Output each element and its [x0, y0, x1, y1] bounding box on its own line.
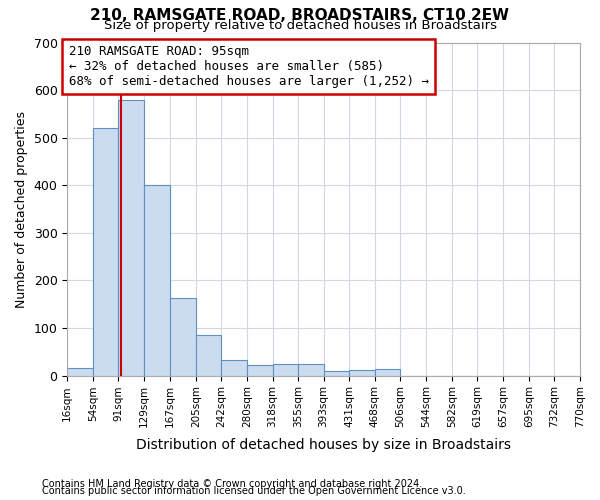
Bar — [170, 298, 196, 376]
Y-axis label: Number of detached properties: Number of detached properties — [15, 110, 28, 308]
X-axis label: Distribution of detached houses by size in Broadstairs: Distribution of detached houses by size … — [136, 438, 511, 452]
Bar — [323, 372, 349, 376]
Text: 210, RAMSGATE ROAD, BROADSTAIRS, CT10 2EW: 210, RAMSGATE ROAD, BROADSTAIRS, CT10 2E… — [91, 8, 509, 22]
Text: 210 RAMSGATE ROAD: 95sqm
← 32% of detached houses are smaller (585)
68% of semi-: 210 RAMSGATE ROAD: 95sqm ← 32% of detach… — [68, 45, 428, 88]
Bar — [298, 364, 323, 376]
Bar — [349, 370, 374, 376]
Bar — [93, 128, 118, 376]
Bar — [118, 100, 144, 376]
Bar — [221, 360, 247, 376]
Text: Contains HM Land Registry data © Crown copyright and database right 2024.: Contains HM Land Registry data © Crown c… — [42, 479, 422, 489]
Bar — [374, 370, 400, 376]
Bar — [67, 368, 93, 376]
Text: Size of property relative to detached houses in Broadstairs: Size of property relative to detached ho… — [104, 19, 497, 32]
Text: Contains public sector information licensed under the Open Government Licence v3: Contains public sector information licen… — [42, 486, 466, 496]
Bar — [196, 335, 221, 376]
Bar — [247, 365, 272, 376]
Bar — [272, 364, 298, 376]
Bar — [144, 185, 170, 376]
